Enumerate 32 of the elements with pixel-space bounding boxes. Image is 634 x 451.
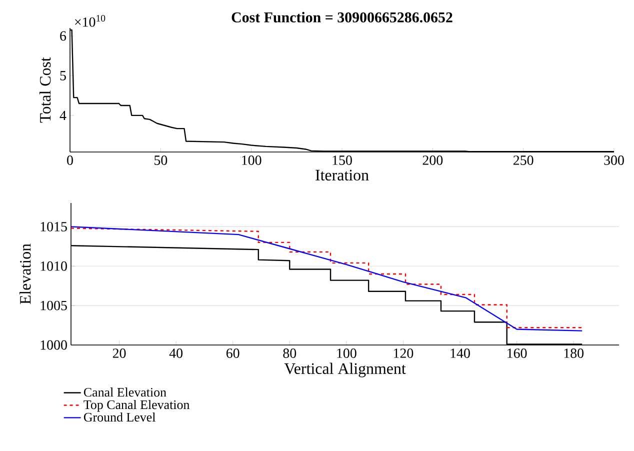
x-tick-label: 20 xyxy=(112,348,126,358)
y-tick-label: 1005 xyxy=(40,300,67,310)
x-tick-label: 100 xyxy=(337,348,356,358)
x-tick-label: 40 xyxy=(169,348,182,358)
y-axis-title: Elevation xyxy=(20,244,31,304)
legend-label: Canal Elevation xyxy=(84,388,166,397)
x-axis-title: Iteration xyxy=(316,170,369,180)
y-tick-label: 1000 xyxy=(40,340,67,350)
y-axis-title: Total Cost xyxy=(39,57,51,123)
x-tick-label: 100 xyxy=(242,156,262,165)
x-tick-label: 160 xyxy=(508,348,527,358)
x-tick-label: 120 xyxy=(394,348,414,358)
x-tick-label: 250 xyxy=(513,156,534,165)
y-tick-label: 6 xyxy=(60,31,66,41)
x-tick-label: 150 xyxy=(332,156,352,165)
legend-label: Ground Level xyxy=(84,412,156,422)
x-tick-label: 140 xyxy=(450,348,470,358)
x-tick-label: 80 xyxy=(283,348,296,358)
x-tick-label: 180 xyxy=(564,348,584,358)
chart-title: Cost Function = 30900665286.0652 xyxy=(232,12,452,23)
y-tick-label: 5 xyxy=(60,71,66,80)
x-tick-label: 50 xyxy=(154,156,168,165)
legend-label: Top Canal Elevation xyxy=(84,400,190,412)
x-tick-label: 300 xyxy=(604,156,624,165)
y-tick-label: 1010 xyxy=(40,261,67,271)
x-tick-label: 60 xyxy=(226,348,240,358)
y-tick-label: 1015 xyxy=(40,222,67,232)
x-tick-label: 0 xyxy=(67,156,73,165)
y-tick-label: 4 xyxy=(60,110,66,120)
text: ×10$^{10}$ xyxy=(75,14,106,27)
x-axis-title: Vertical Alignment xyxy=(284,362,406,378)
x-tick-label: 200 xyxy=(422,156,443,165)
